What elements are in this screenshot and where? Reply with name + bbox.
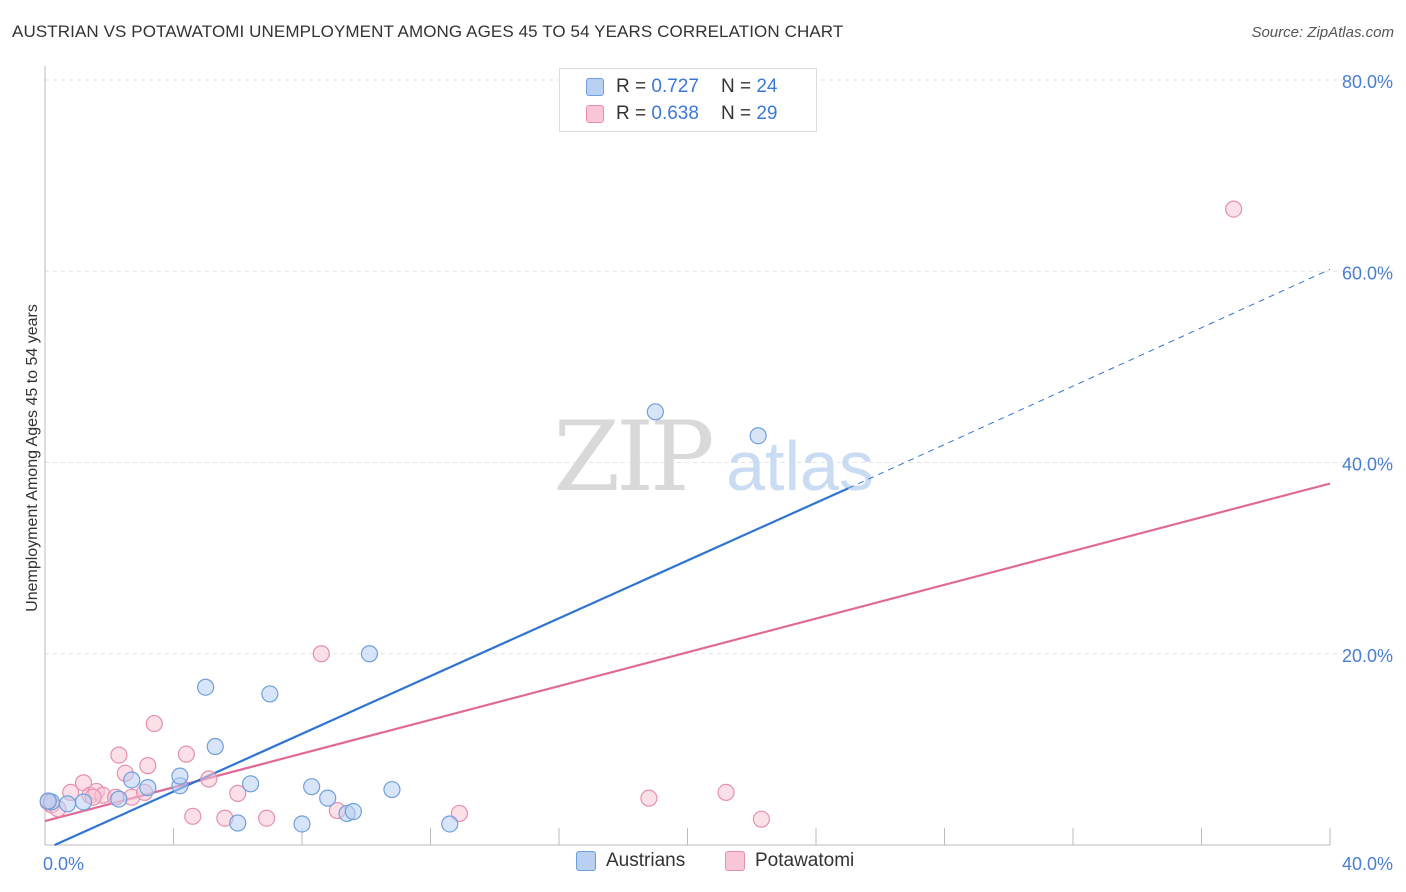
series-legend: Austrians Potawatomi <box>0 850 1406 878</box>
potawatomi-point <box>450 804 469 823</box>
n-value: 29 <box>756 103 778 124</box>
stats-legend: R = 0.727 N = 24 R = 0.638 N = 29 <box>559 68 817 132</box>
potawatomi-trendline <box>44 482 1331 823</box>
austrians-point <box>383 780 401 799</box>
potawatomi-point <box>184 807 202 825</box>
austrians-point <box>74 793 93 811</box>
legend-item-potawatomi[interactable]: Potawatomi <box>725 850 854 872</box>
austrians-swatch <box>586 78 604 96</box>
n-label: N = <box>720 103 752 124</box>
austrians-point <box>441 815 459 833</box>
potawatomi-point <box>717 783 735 802</box>
austrians-point <box>58 795 77 813</box>
legend-item-austrians[interactable]: Austrians <box>576 850 685 872</box>
austrians-point <box>39 792 57 810</box>
data-points <box>39 200 1243 833</box>
trendlines <box>44 268 1331 847</box>
watermark: ZIP atlas <box>553 401 874 513</box>
y-axis-label: Unemployment Among Ages 45 to 54 years <box>24 304 41 612</box>
legend-label-potawatomi: Potawatomi <box>755 850 855 871</box>
austrians-point <box>360 645 379 663</box>
watermark-zip: ZIP <box>553 401 712 513</box>
potawatomi-swatch <box>725 851 745 871</box>
potawatomi-point <box>752 810 770 828</box>
y-tick-label: 80.0% <box>1342 72 1393 92</box>
n-value: 24 <box>756 76 778 97</box>
austrians-point <box>319 789 337 807</box>
y-tick-label: 20.0% <box>1342 646 1393 666</box>
austrians-point <box>206 737 224 756</box>
chart-title: AUSTRIAN VS POTAWATOMI UNEMPLOYMENT AMON… <box>12 22 844 41</box>
x-tick-label: 40.0% <box>1342 854 1393 874</box>
austrians-point <box>139 779 157 797</box>
r-value: 0.727 <box>651 76 699 97</box>
austrians-point <box>110 790 128 808</box>
legend-row-potawatomi: R = 0.638 N = 29 <box>586 102 777 126</box>
potawatomi-point <box>312 645 330 663</box>
austrians-point <box>229 814 247 832</box>
y-tick-label: 60.0% <box>1342 263 1393 283</box>
austrians-point <box>293 815 311 833</box>
watermark-atlas: atlas <box>726 427 874 505</box>
austrians-point <box>261 685 279 703</box>
potawatomi-point <box>640 789 658 807</box>
austrians-swatch <box>576 851 596 871</box>
austrians-point <box>749 427 767 445</box>
r-label: R = <box>616 76 647 97</box>
r-label: R = <box>616 103 647 124</box>
austrians-point <box>171 767 189 785</box>
austrians-point <box>123 771 141 789</box>
austrians-point <box>197 678 215 696</box>
potawatomi-point <box>229 784 247 802</box>
potawatomi-point <box>139 757 157 775</box>
n-label: N = <box>720 76 752 97</box>
gridlines <box>45 79 1395 655</box>
legend-row-austrians: R = 0.727 N = 24 <box>586 75 777 99</box>
x-tick-label: 0.0% <box>43 854 84 874</box>
potawatomi-point <box>200 770 218 788</box>
potawatomi-point <box>1225 200 1243 218</box>
r-value: 0.638 <box>651 103 699 124</box>
axes <box>44 66 1331 846</box>
austrians-point <box>303 778 321 796</box>
austrians-trendline-extension <box>847 268 1331 489</box>
potawatomi-swatch <box>586 105 604 123</box>
austrians-point <box>242 775 260 793</box>
source-label: Source: ZipAtlas.com <box>1251 24 1394 41</box>
potawatomi-point <box>177 745 195 763</box>
y-tick-label: 40.0% <box>1342 455 1393 475</box>
potawatomi-point <box>258 809 276 827</box>
austrians-point <box>646 403 664 421</box>
tick-labels: 20.0% 40.0% 60.0% 80.0% 0.0% 40.0% <box>43 72 1393 874</box>
legend-label-austrians: Austrians <box>606 850 686 871</box>
potawatomi-point <box>110 746 128 764</box>
potawatomi-point <box>145 714 163 733</box>
austrians-point <box>344 802 362 821</box>
